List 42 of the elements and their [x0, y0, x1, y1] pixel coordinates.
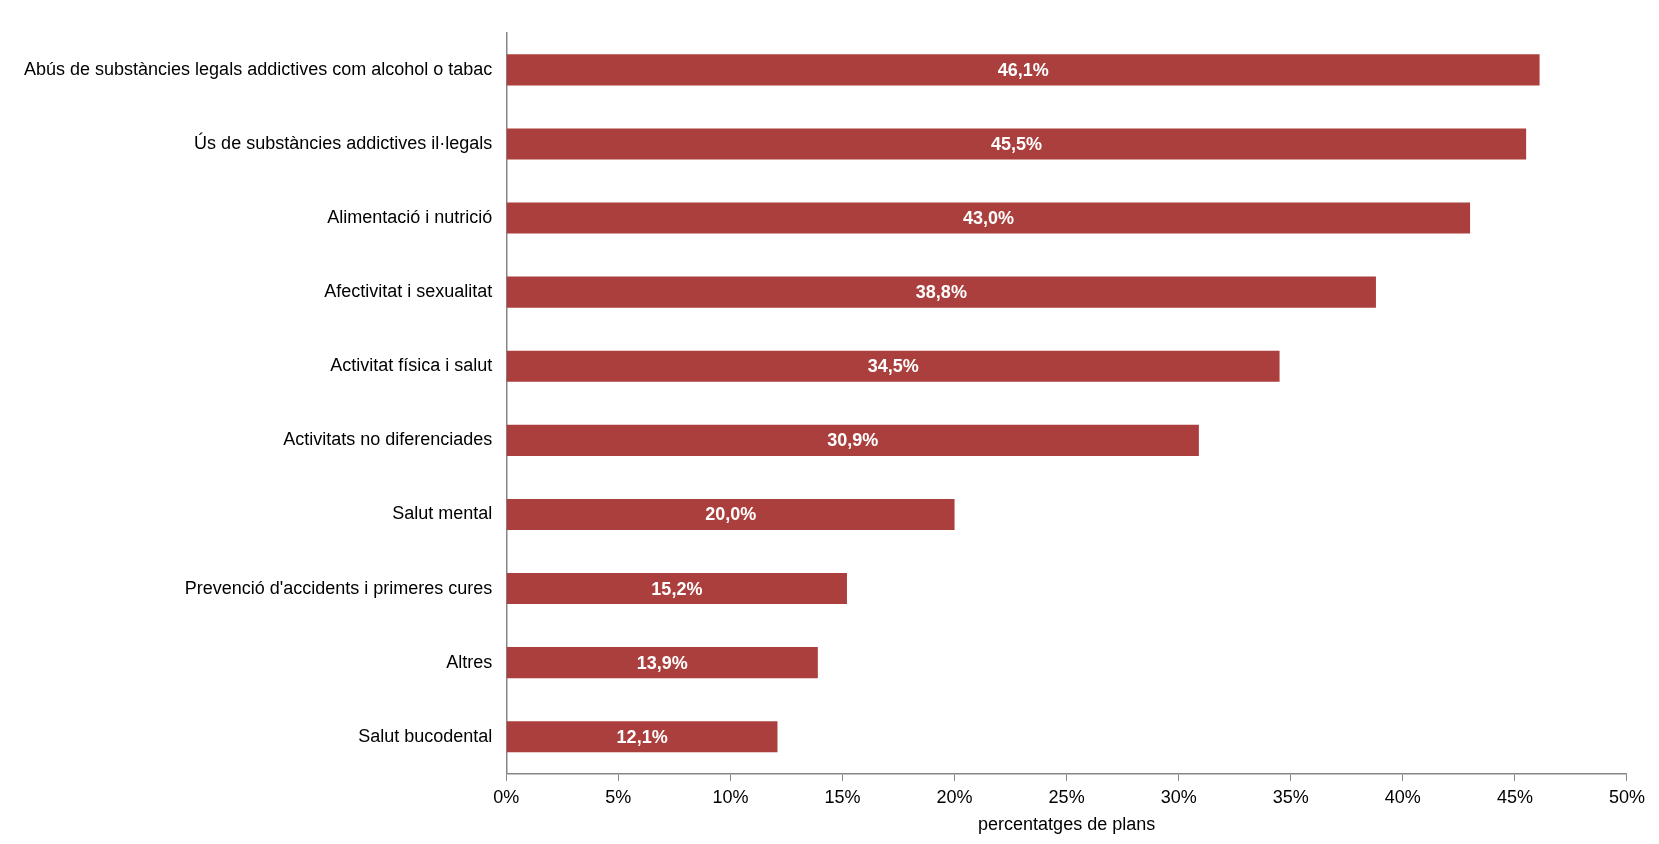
y-tick-label: Salut bucodental: [358, 725, 493, 746]
data-label: 30,9%: [827, 430, 879, 451]
data-label: 12,1%: [616, 726, 668, 747]
x-tick-label: 40%: [1384, 786, 1421, 807]
data-label: 43,0%: [962, 208, 1014, 229]
x-tick-label: 10%: [712, 786, 749, 807]
x-tick-label: 35%: [1272, 786, 1309, 807]
y-tick-label: Salut mental: [392, 503, 493, 524]
data-label: 15,2%: [651, 578, 703, 599]
y-tick-label: Afectivitat i sexualitat: [324, 281, 493, 302]
bar: [506, 721, 778, 753]
y-tick-label: Alimentació i nutrició: [327, 207, 493, 228]
data-label: 13,9%: [636, 652, 688, 673]
y-tick-label: Altres: [446, 651, 493, 672]
x-tick-label: 0%: [493, 786, 520, 807]
y-tick-label: Activitat física i salut: [330, 355, 493, 376]
y-tick-label: Activitats no diferenciades: [283, 429, 493, 450]
bar: [506, 276, 1376, 308]
x-tick-label: 45%: [1496, 786, 1533, 807]
x-tick-label: 15%: [824, 786, 861, 807]
data-label: 20,0%: [705, 504, 757, 525]
x-tick-label: 5%: [605, 786, 632, 807]
x-tick-label: 30%: [1160, 786, 1197, 807]
bar: [506, 572, 847, 605]
x-tick-label: 20%: [936, 786, 973, 807]
bar: [506, 498, 955, 531]
bar: [506, 350, 1280, 382]
data-label: 46,1%: [997, 59, 1049, 80]
bar: [506, 424, 1199, 456]
bar: [506, 128, 1527, 160]
x-tick-label: 50%: [1608, 786, 1645, 807]
bar: [506, 202, 1471, 234]
bar: [506, 54, 1540, 86]
y-tick-label: Ús de substàncies addictives il·legals: [194, 131, 493, 153]
data-label: 38,8%: [915, 282, 967, 303]
x-tick-label: 25%: [1048, 786, 1085, 807]
x-axis-title: percentatges de plans: [978, 814, 1156, 835]
y-tick-label: Prevenció d'accidents i primeres cures: [184, 577, 493, 598]
data-label: 34,5%: [867, 356, 919, 377]
data-label: 45,5%: [990, 133, 1042, 154]
y-tick-label: Abús de substàncies legals addictives com alcohol o tabac: [23, 58, 493, 79]
bar: [506, 647, 818, 679]
